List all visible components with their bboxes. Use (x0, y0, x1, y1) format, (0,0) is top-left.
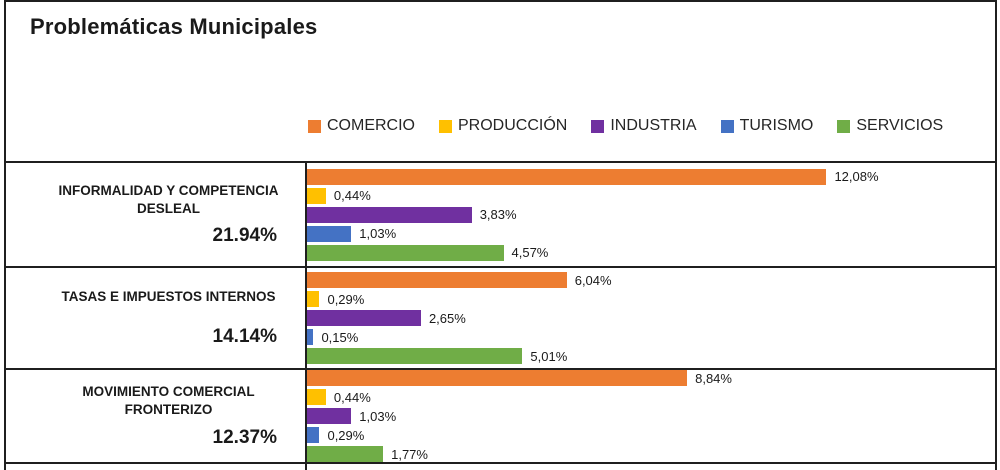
bar-comercio (307, 370, 688, 386)
partial-row-label (6, 464, 307, 470)
bar-value-label: 0,44% (333, 389, 371, 405)
bar-line: 2,65% (307, 310, 995, 326)
legend-item-industria: INDUSTRIA (591, 117, 697, 135)
bar-value-label: 4,57% (511, 245, 549, 260)
category-plot-area: 8,84% 0,44% 1,03% 0,29% 1,77% (307, 370, 995, 462)
bar-line: 8,84% (307, 370, 995, 386)
bar-line: 1,03% (307, 225, 995, 242)
legend-label: COMERCIO (327, 117, 415, 134)
bar-line: 1,77% (307, 446, 995, 462)
legend-square-icon (591, 119, 605, 133)
legend-label: TURISMO (739, 117, 814, 134)
bar-value-label: 1,03% (359, 226, 397, 241)
bar-value-label: 1,03% (359, 408, 397, 424)
category-name-line: DESLEAL (136, 200, 200, 216)
bar-line: 0,44% (307, 187, 995, 204)
bar-line: 3,83% (307, 206, 995, 223)
legend-label: PRODUCCIÓN (458, 117, 568, 134)
chart-rows: INFORMALIDAD Y COMPETENCIA DESLEAL 21.94% 1… (6, 161, 995, 462)
bar-line: 1,03% (307, 408, 995, 424)
legend-label: INDUSTRIA (610, 117, 697, 134)
category-row: MOVIMIENTO COMERCIAL FRONTERIZO 12.37% 8,84… (6, 368, 995, 462)
legend-item-servicios: SERVICIOS (837, 117, 943, 135)
bar-industria (307, 310, 421, 326)
legend-square-icon (439, 119, 452, 133)
partial-row-plot (307, 464, 995, 470)
bar-turismo (307, 427, 320, 443)
category-name-line: TASAS E IMPUESTOS INTERNOS (61, 289, 276, 305)
bar-industria (307, 408, 352, 424)
bar-value-label: 0,29% (327, 291, 365, 307)
chart-title: Problemáticas Municipales (30, 14, 318, 39)
category-plot-area: 6,04% 0,29% 2,65% 0,15% 5,01% (307, 268, 995, 368)
legend-label: SERVICIOS (856, 117, 944, 134)
bar-comercio (307, 272, 567, 288)
category-label: MOVIMIENTO COMERCIAL FRONTERIZO 12.37% (6, 370, 307, 462)
category-name: INFORMALIDAD Y COMPETENCIA DESLEAL (58, 182, 278, 217)
legend-square-icon (837, 119, 851, 133)
legend-square-icon (720, 119, 734, 133)
bar-servicios (307, 244, 504, 261)
category-total-percent: 12.37% (212, 426, 277, 448)
bar-value-label: 6,04% (574, 272, 612, 288)
category-name-line: MOVIMIENTO COMERCIAL (82, 384, 255, 400)
bar-comercio (307, 168, 827, 185)
bar-line: 5,01% (307, 348, 995, 364)
bar-line: 4,57% (307, 244, 995, 261)
category-name: MOVIMIENTO COMERCIAL FRONTERIZO (82, 383, 254, 418)
category-row: INFORMALIDAD Y COMPETENCIA DESLEAL 21.94% 1… (6, 161, 995, 266)
category-name-line: FRONTERIZO (124, 402, 213, 417)
legend-item-producción: PRODUCCIÓN (439, 117, 567, 135)
bar-value-label: 0,29% (327, 427, 365, 443)
category-row: TASAS E IMPUESTOS INTERNOS 14.14% 6,04% 0,2… (6, 266, 995, 368)
bar-servicios (307, 446, 384, 462)
bar-line: 0,29% (307, 427, 995, 443)
chart-header: Problemáticas Municipales COMERCIO PRODUC… (6, 2, 995, 161)
category-label: TASAS E IMPUESTOS INTERNOS 14.14% (6, 268, 307, 368)
bar-line: 0,29% (307, 291, 995, 307)
category-total-percent: 21.94% (212, 225, 277, 247)
bar-value-label: 8,84% (695, 370, 732, 386)
bar-producción (307, 389, 326, 405)
category-name-line: INFORMALIDAD Y COMPETENCIA (58, 182, 279, 198)
bar-producción (307, 291, 320, 307)
bar-producción (307, 187, 326, 204)
bar-value-label: 0,44% (333, 188, 371, 203)
legend-square-icon (308, 119, 321, 133)
bar-turismo (307, 225, 352, 242)
category-plot-area: 12,08% 0,44% 3,83% 1,03% 4,57% (307, 163, 995, 266)
bar-turismo (307, 329, 314, 345)
bar-value-label: 3,83% (479, 207, 517, 222)
legend-item-turismo: TURISMO (720, 117, 814, 135)
bar-line: 6,04% (307, 272, 995, 288)
bar-industria (307, 206, 472, 223)
legend-item-comercio: COMERCIO (308, 117, 415, 135)
chart-frame: Problemáticas Municipales COMERCIO PRODUC… (4, 0, 997, 470)
bar-value-label: 2,65% (428, 310, 466, 326)
bar-value-label: 0,15% (321, 329, 359, 345)
bar-value-label: 5,01% (530, 348, 568, 364)
bar-line: 0,15% (307, 329, 995, 345)
bar-value-label: 12,08% (834, 169, 879, 184)
bar-value-label: 1,77% (391, 446, 428, 462)
bar-line: 12,08% (307, 168, 995, 185)
bar-line: 0,44% (307, 389, 995, 405)
chart-legend: COMERCIO PRODUCCIÓN INDUSTRIA TURISMO SERVIC… (308, 115, 943, 137)
category-total-percent: 14.14% (212, 325, 277, 347)
bar-servicios (307, 348, 523, 364)
partial-row (6, 462, 995, 470)
category-name: TASAS E IMPUESTOS INTERNOS (61, 288, 275, 306)
category-label: INFORMALIDAD Y COMPETENCIA DESLEAL 21.94% (6, 163, 307, 266)
